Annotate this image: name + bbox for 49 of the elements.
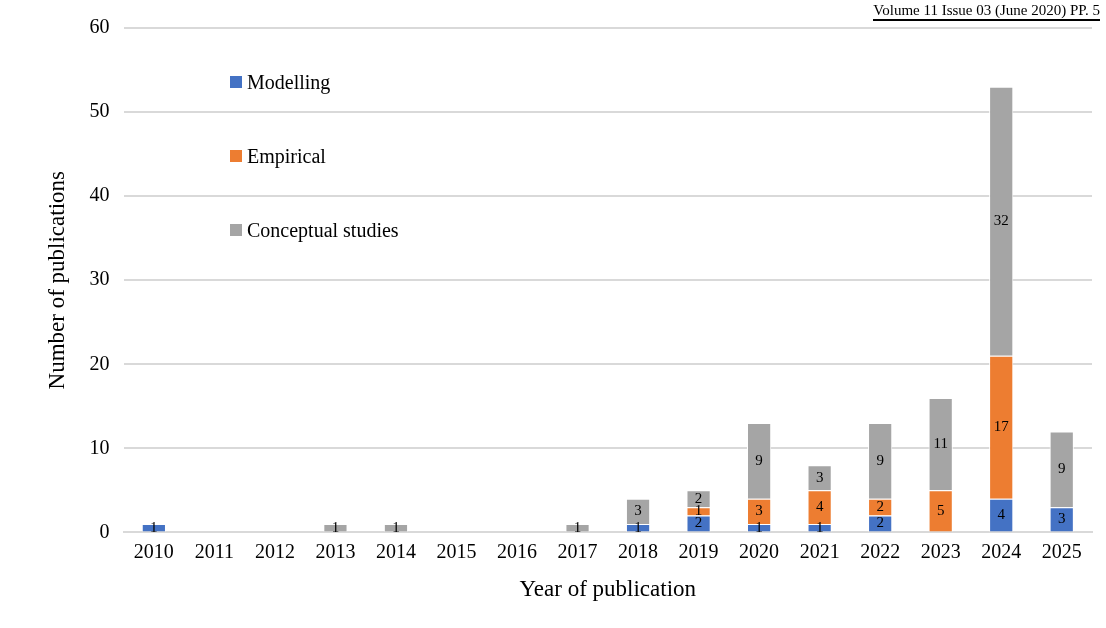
x-tick-label: 2021 (799, 539, 840, 562)
text: Volume 11 Issue 03 (June 2020) PP. 5 (873, 1, 1100, 21)
data-label: 32 (993, 212, 1009, 229)
x-tick-label: 2015 (436, 539, 477, 562)
y-tick-label: 0 (99, 519, 110, 542)
x-tick-label: 2013 (315, 539, 356, 562)
data-label: 3 (634, 502, 642, 519)
data-label: 4 (815, 498, 824, 515)
data-label: 3 (755, 502, 763, 519)
legend-label: Conceptual studies (247, 218, 399, 242)
x-tick-label: 2011 (194, 539, 235, 562)
x-tick-label: 2016 (497, 539, 538, 562)
y-tick-label: 10 (89, 435, 110, 458)
x-tick-label: 2020 (739, 539, 780, 562)
x-tick-label: 2024 (981, 539, 1022, 562)
x-tick-label: 2014 (375, 539, 416, 562)
y-tick-label: 60 (89, 15, 110, 38)
x-tick-label: 2025 (1041, 539, 1082, 562)
y-tick-label: 20 (89, 351, 110, 374)
x-tick-label: 2019 (678, 539, 719, 562)
data-label: 17 (993, 418, 1010, 435)
y-tick-label: 30 (89, 267, 110, 290)
data-label: 11 (933, 435, 948, 452)
data-label: 1 (573, 518, 582, 535)
data-label: 9 (1057, 460, 1066, 477)
data-label: 5 (936, 501, 945, 518)
data-label: 2 (876, 514, 884, 531)
data-label: 2 (694, 514, 703, 531)
x-tick-label: 2018 (618, 539, 659, 562)
x-tick-label: 2023 (920, 539, 961, 562)
legend-label: Modelling (247, 70, 331, 94)
x-tick-label: 2010 (133, 539, 174, 562)
data-label: 3 (1057, 510, 1066, 527)
y-axis-title: Number of publications (43, 170, 69, 390)
data-label: 9 (876, 451, 884, 468)
data-label: 9 (755, 451, 763, 468)
data-label: 1 (392, 518, 400, 535)
data-label: 2 (694, 489, 703, 506)
y-tick-label: 40 (89, 183, 110, 206)
x-axis-title: Year of publication (519, 576, 697, 602)
x-tick-label: 2017 (557, 539, 598, 562)
x-tick-label: 2022 (860, 539, 901, 562)
data-label: 2 (876, 498, 884, 515)
data-label: 1 (331, 518, 340, 535)
y-tick-label: 50 (89, 99, 110, 122)
x-tick-label: 2012 (254, 539, 295, 562)
data-label: 3 (815, 468, 824, 485)
legend-label: Empirical (247, 144, 326, 168)
data-label: 4 (997, 506, 1006, 523)
